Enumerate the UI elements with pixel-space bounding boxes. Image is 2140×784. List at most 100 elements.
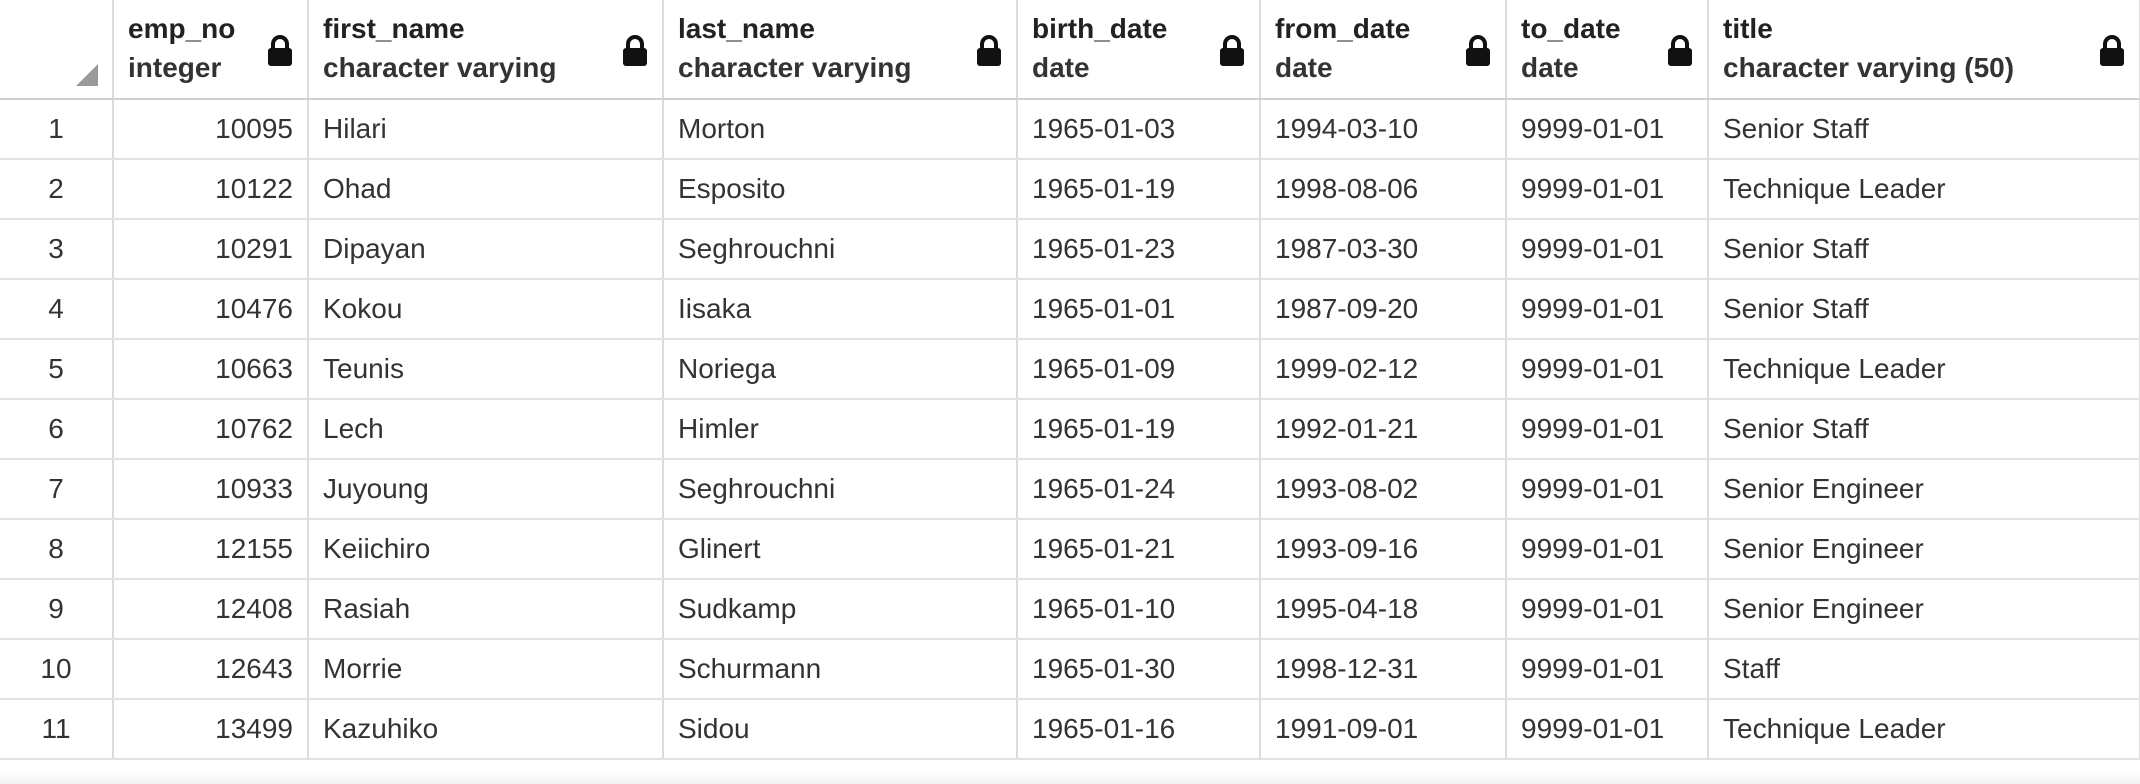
cell-to-date[interactable]: 9999-01-01	[1506, 459, 1709, 520]
row-number[interactable]: 3	[0, 219, 114, 280]
column-header-to-date[interactable]: to_date date	[1506, 0, 1709, 100]
cell-title[interactable]: Senior Staff	[1708, 399, 2140, 460]
cell-emp-no[interactable]: 10476	[113, 279, 309, 340]
row-number[interactable]: 11	[0, 699, 114, 760]
cell-birth-date[interactable]: 1965-01-09	[1017, 339, 1261, 400]
cell-last-name[interactable]: Himler	[663, 399, 1018, 460]
cell-last-name[interactable]: Morton	[663, 99, 1018, 160]
cell-birth-date[interactable]: 1965-01-21	[1017, 519, 1261, 580]
cell-from-date[interactable]: 1991-09-01	[1260, 699, 1507, 760]
cell-last-name[interactable]: Sudkamp	[663, 579, 1018, 640]
row-number[interactable]: 6	[0, 399, 114, 460]
select-all-corner[interactable]	[0, 0, 114, 100]
row-number[interactable]: 7	[0, 459, 114, 520]
cell-from-date[interactable]: 1998-12-31	[1260, 639, 1507, 700]
cell-last-name[interactable]: Noriega	[663, 339, 1018, 400]
cell-first-name[interactable]: Kokou	[308, 279, 664, 340]
cell-first-name[interactable]: Ohad	[308, 159, 664, 220]
row-number[interactable]: 9	[0, 579, 114, 640]
cell-last-name[interactable]: Sidou	[663, 699, 1018, 760]
cell-emp-no[interactable]: 10095	[113, 99, 309, 160]
column-header-from-date[interactable]: from_date date	[1260, 0, 1507, 100]
table-row[interactable]: 1 10095 Hilari Morton 1965-01-03 1994-03…	[0, 99, 2140, 160]
column-header-birth-date[interactable]: birth_date date	[1017, 0, 1261, 100]
cell-birth-date[interactable]: 1965-01-23	[1017, 219, 1261, 280]
cell-title[interactable]: Senior Engineer	[1708, 459, 2140, 520]
cell-birth-date[interactable]: 1965-01-19	[1017, 159, 1261, 220]
cell-from-date[interactable]: 1995-04-18	[1260, 579, 1507, 640]
cell-first-name[interactable]: Keiichiro	[308, 519, 664, 580]
cell-title[interactable]: Senior Staff	[1708, 219, 2140, 280]
cell-to-date[interactable]: 9999-01-01	[1506, 579, 1709, 640]
cell-to-date[interactable]: 9999-01-01	[1506, 219, 1709, 280]
column-header-first-name[interactable]: first_name character varying	[308, 0, 664, 100]
cell-last-name[interactable]: Schurmann	[663, 639, 1018, 700]
table-row[interactable]: 9 12408 Rasiah Sudkamp 1965-01-10 1995-0…	[0, 579, 2140, 640]
column-header-title[interactable]: title character varying (50)	[1708, 0, 2140, 100]
cell-birth-date[interactable]: 1965-01-16	[1017, 699, 1261, 760]
cell-birth-date[interactable]: 1965-01-10	[1017, 579, 1261, 640]
row-number[interactable]: 10	[0, 639, 114, 700]
table-row[interactable]: 7 10933 Juyoung Seghrouchni 1965-01-24 1…	[0, 459, 2140, 520]
cell-title[interactable]: Technique Leader	[1708, 339, 2140, 400]
cell-emp-no[interactable]: 12643	[113, 639, 309, 700]
cell-birth-date[interactable]: 1965-01-24	[1017, 459, 1261, 520]
cell-from-date[interactable]: 1998-08-06	[1260, 159, 1507, 220]
cell-first-name[interactable]: Lech	[308, 399, 664, 460]
cell-first-name[interactable]: Kazuhiko	[308, 699, 664, 760]
row-number[interactable]: 4	[0, 279, 114, 340]
table-row[interactable]: 4 10476 Kokou Iisaka 1965-01-01 1987-09-…	[0, 279, 2140, 340]
cell-from-date[interactable]: 1987-09-20	[1260, 279, 1507, 340]
cell-title[interactable]: Technique Leader	[1708, 159, 2140, 220]
cell-birth-date[interactable]: 1965-01-03	[1017, 99, 1261, 160]
cell-from-date[interactable]: 1999-02-12	[1260, 339, 1507, 400]
cell-to-date[interactable]: 9999-01-01	[1506, 279, 1709, 340]
cell-emp-no[interactable]: 12408	[113, 579, 309, 640]
cell-from-date[interactable]: 1993-08-02	[1260, 459, 1507, 520]
cell-to-date[interactable]: 9999-01-01	[1506, 639, 1709, 700]
row-number[interactable]: 5	[0, 339, 114, 400]
cell-title[interactable]: Senior Staff	[1708, 99, 2140, 160]
row-number[interactable]: 1	[0, 99, 114, 160]
cell-title[interactable]: Senior Engineer	[1708, 579, 2140, 640]
cell-last-name[interactable]: Seghrouchni	[663, 459, 1018, 520]
table-row[interactable]: 11 13499 Kazuhiko Sidou 1965-01-16 1991-…	[0, 699, 2140, 760]
cell-first-name[interactable]: Juyoung	[308, 459, 664, 520]
cell-from-date[interactable]: 1987-03-30	[1260, 219, 1507, 280]
table-row[interactable]: 10 12643 Morrie Schurmann 1965-01-30 199…	[0, 639, 2140, 700]
cell-to-date[interactable]: 9999-01-01	[1506, 159, 1709, 220]
cell-first-name[interactable]: Rasiah	[308, 579, 664, 640]
cell-first-name[interactable]: Teunis	[308, 339, 664, 400]
cell-first-name[interactable]: Dipayan	[308, 219, 664, 280]
cell-from-date[interactable]: 1993-09-16	[1260, 519, 1507, 580]
cell-emp-no[interactable]: 10122	[113, 159, 309, 220]
table-row[interactable]: 8 12155 Keiichiro Glinert 1965-01-21 199…	[0, 519, 2140, 580]
cell-last-name[interactable]: Glinert	[663, 519, 1018, 580]
row-number[interactable]: 8	[0, 519, 114, 580]
cell-from-date[interactable]: 1994-03-10	[1260, 99, 1507, 160]
cell-emp-no[interactable]: 10291	[113, 219, 309, 280]
cell-title[interactable]: Technique Leader	[1708, 699, 2140, 760]
column-header-emp-no[interactable]: emp_no integer	[113, 0, 309, 100]
cell-to-date[interactable]: 9999-01-01	[1506, 99, 1709, 160]
cell-emp-no[interactable]: 10933	[113, 459, 309, 520]
cell-to-date[interactable]: 9999-01-01	[1506, 699, 1709, 760]
cell-last-name[interactable]: Iisaka	[663, 279, 1018, 340]
table-row[interactable]: 5 10663 Teunis Noriega 1965-01-09 1999-0…	[0, 339, 2140, 400]
cell-emp-no[interactable]: 13499	[113, 699, 309, 760]
cell-birth-date[interactable]: 1965-01-01	[1017, 279, 1261, 340]
cell-to-date[interactable]: 9999-01-01	[1506, 519, 1709, 580]
cell-from-date[interactable]: 1992-01-21	[1260, 399, 1507, 460]
cell-to-date[interactable]: 9999-01-01	[1506, 399, 1709, 460]
cell-title[interactable]: Senior Engineer	[1708, 519, 2140, 580]
cell-emp-no[interactable]: 10663	[113, 339, 309, 400]
cell-birth-date[interactable]: 1965-01-19	[1017, 399, 1261, 460]
cell-last-name[interactable]: Seghrouchni	[663, 219, 1018, 280]
cell-to-date[interactable]: 9999-01-01	[1506, 339, 1709, 400]
cell-emp-no[interactable]: 12155	[113, 519, 309, 580]
column-header-last-name[interactable]: last_name character varying	[663, 0, 1018, 100]
cell-first-name[interactable]: Hilari	[308, 99, 664, 160]
cell-first-name[interactable]: Morrie	[308, 639, 664, 700]
table-row[interactable]: 6 10762 Lech Himler 1965-01-19 1992-01-2…	[0, 399, 2140, 460]
cell-title[interactable]: Staff	[1708, 639, 2140, 700]
